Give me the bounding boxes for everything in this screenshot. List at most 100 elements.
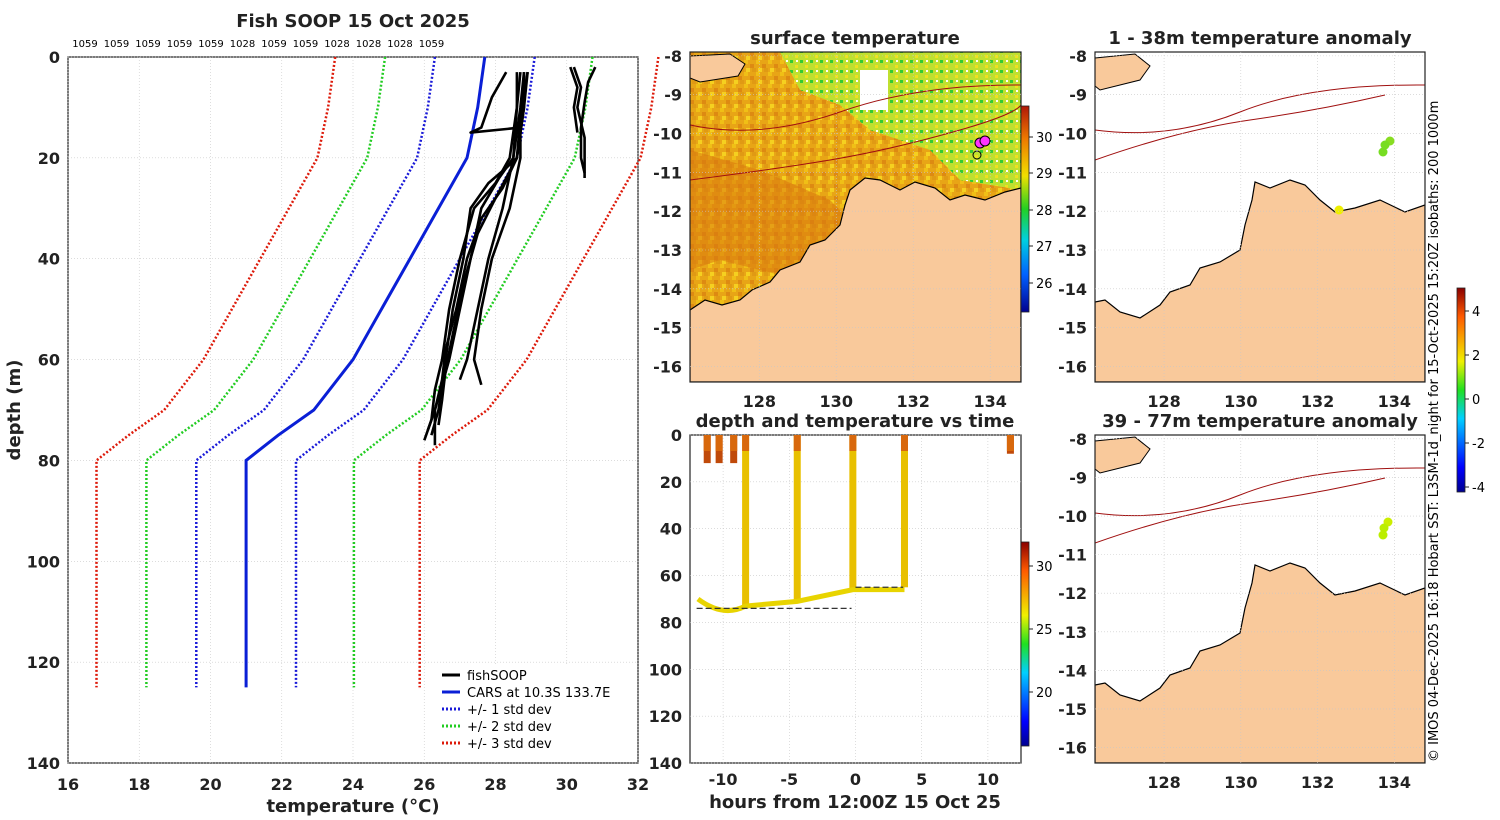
sst-grid [690,52,1021,382]
profile-fishsoop-polyline [572,66,586,178]
sst-y-ticks: -8 -9 -10 -11 -12 -13 -14 -15 -16 [653,47,682,377]
profile-cars-line [244,56,487,688]
map-ytick-label: -15 [653,319,682,338]
map-ytick-label: -16 [1058,357,1087,376]
anomaly-2-x-ticks: 128 130 132 134 [1147,773,1411,792]
map-xtick-label: 134 [1378,392,1411,411]
anomaly-2-title: 39 - 77m temperature anomaly [1102,411,1418,432]
legend-sd3: +/- 3 std dev [467,737,552,752]
profile-xtick-label: 16 [57,775,79,794]
profile-fishsoop-polyline [579,66,597,174]
profile-top-labels: 1059 1059 1059 1059 1059 1028 1059 1059 1028 1028… [72,39,444,50]
map-ytick-label: -14 [653,280,682,299]
profile-top-label: 1059 [198,39,223,50]
sst-ship-marker-2 [979,135,991,147]
map-xtick-label: 128 [1147,392,1180,411]
profile-xlabel-text: temperature (°C) [266,796,439,817]
profile-fishsoop-polyline [569,66,579,133]
profile-cars-polyline [244,56,487,688]
profile-ytick-label: 40 [38,250,60,269]
map-xtick-label: 130 [1224,392,1257,411]
time-ytick-label: 0 [671,426,682,445]
anomaly-1-point-3 [1378,147,1388,157]
anomaly-1-frame [1094,51,1426,383]
profile-ylabel: depth (m) [4,360,25,461]
profile-top-label: 1059 [293,39,318,50]
sst-map-field [690,52,1021,382]
time-cast-bar [849,435,857,590]
legend-sd2: +/- 2 std dev [467,720,552,735]
map-ytick-label: -11 [1058,163,1087,182]
anomaly-colorbar-label: 2 [1472,349,1480,364]
profile-std-band-upper [352,56,594,688]
map-ytick-label: -8 [1069,430,1087,449]
profile-std-band-upper [418,56,660,688]
map-ytick-label: -15 [1058,700,1087,719]
map-xtick-label: 134 [974,392,1007,411]
profile-xtick-label: 22 [271,775,293,794]
time-cast-surface [793,435,801,451]
time-xtick-label: 5 [916,770,927,789]
profile-title: Fish SOOP 15 Oct 2025 [236,11,470,32]
map-ytick-label: -16 [1058,739,1087,758]
time-colorbar [1020,541,1030,747]
profile-xtick-label: 26 [413,775,435,794]
anomaly-1-point-2 [1380,140,1390,150]
anomaly-1-field [1095,52,1425,382]
map-ytick-label: -10 [1058,125,1087,144]
time-x-ticks: -10 -5 0 5 10 [709,770,999,789]
map-ytick-label: -12 [1058,584,1087,603]
profile-std-band-lower [95,56,337,688]
time-ytick-label: 140 [649,754,682,773]
profile-ytick-label: 100 [27,552,60,571]
map-xtick-label: 132 [1301,773,1334,792]
map-ytick-label: -8 [1069,47,1087,66]
sst-map-panel: surface temperature 128 130 132 134 -8 -9 -10… [653,28,1052,411]
map-ytick-label: -12 [1058,202,1087,221]
profile-fishsoop-polyline [458,72,519,381]
sst-isobath-200 [690,100,1021,181]
profile-ytick-label: 60 [38,351,60,370]
time-ytick-label: 100 [649,660,682,679]
profile-top-label: 1059 [72,39,97,50]
anomaly-map-2-panel: 39 - 77m temperature anomaly 128 130 132 13… [1058,287,1485,792]
profile-ytick-label: 20 [38,149,60,168]
anomaly-colorbar-label: 0 [1472,393,1480,408]
profile-xtick-label: 28 [484,775,506,794]
anomaly-1-island-timor [1095,53,1151,91]
time-ytick-label: 40 [660,520,682,539]
map-ytick-label: -12 [653,202,682,221]
time-casts [696,435,1014,614]
sst-colorbar [1020,105,1030,313]
profile-xtick-label: 20 [199,775,221,794]
time-colorbar-label: 20 [1036,686,1053,701]
map-ytick-label: -9 [1069,86,1087,105]
profile-ytick-label: 0 [49,48,60,67]
sst-land-australia [690,177,1021,382]
time-ytick-label: 120 [649,707,682,726]
map-xtick-label: 128 [1147,773,1180,792]
sst-colorbar-label: 29 [1036,167,1053,182]
map-ytick-label: -13 [1058,241,1087,260]
map-xtick-label: 132 [1301,392,1334,411]
map-ytick-label: -9 [664,86,682,105]
time-cast-bar [793,435,801,602]
map-ytick-label: -13 [1058,623,1087,642]
profile-top-label: 1028 [356,39,381,50]
anomaly-colorbar [1456,287,1466,493]
time-xlabel: hours from 12:00Z 15 Oct 25 [709,792,1001,813]
anomaly-2-field [1095,435,1425,763]
time-ytick-label: 60 [660,567,682,586]
anomaly-2-land-australia [1095,562,1425,763]
profile-xtick-label: 32 [627,775,649,794]
sst-x-ticks: 128 130 132 134 [743,392,1007,411]
time-cast-surface [715,435,723,451]
map-xtick-label: 134 [1378,773,1411,792]
anomaly-2-point-2 [1379,523,1389,533]
anomaly-2-point-3 [1378,530,1388,540]
legend-cars: CARS at 10.3S 133.7E [467,686,610,701]
map-xtick-label: 130 [820,392,853,411]
profile-top-label: 1059 [104,39,129,50]
sst-colorbar-label: 28 [1036,204,1053,219]
profile-top-label: 1028 [230,39,255,50]
